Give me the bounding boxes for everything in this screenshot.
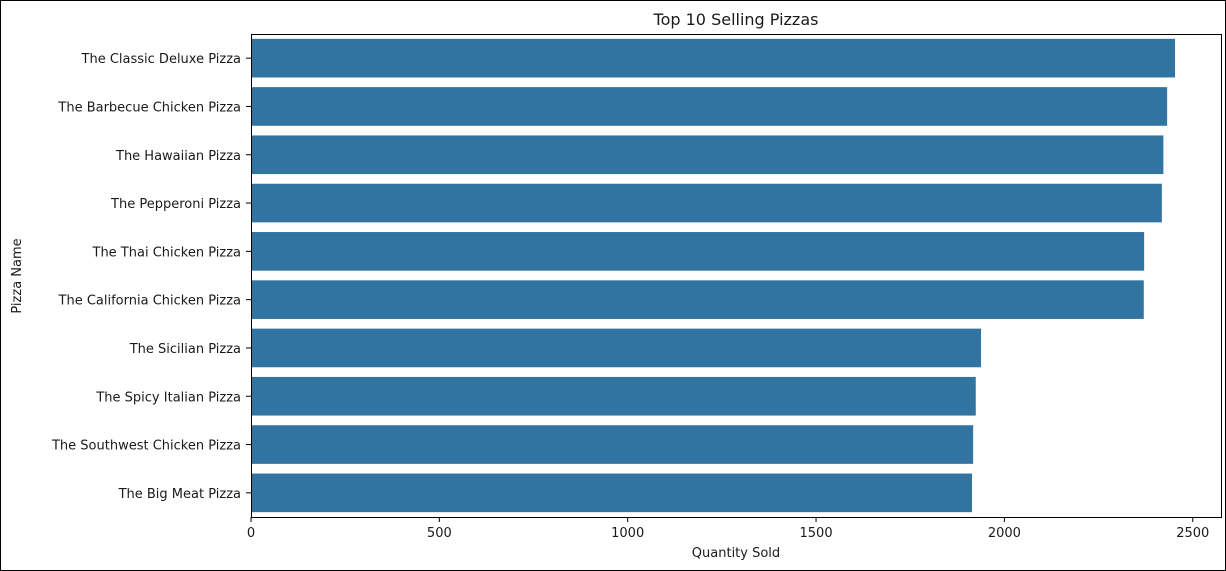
y-tick-label: The Thai Chicken Pizza bbox=[92, 245, 242, 260]
x-ticks-group: 0 500 1000 1500 2000 2500 bbox=[247, 517, 1209, 541]
x-tick-label: 2500 bbox=[1176, 526, 1209, 541]
x-tick-label: 2000 bbox=[988, 526, 1021, 541]
y-tick-label: The Pepperoni Pizza bbox=[110, 197, 241, 212]
bars-group bbox=[251, 38, 1176, 513]
y-tick-label: The Spicy Italian Pizza bbox=[95, 390, 241, 405]
bar-10 bbox=[251, 473, 973, 513]
y-tick-label: The Big Meat Pizza bbox=[118, 487, 241, 502]
bar-6 bbox=[251, 280, 1144, 319]
bar-5 bbox=[251, 232, 1145, 271]
y-tick-label: The Classic Deluxe Pizza bbox=[81, 52, 241, 67]
x-axis-label: Quantity Sold bbox=[692, 546, 780, 561]
y-tick-label: The Barbecue Chicken Pizza bbox=[57, 100, 241, 115]
bar-4 bbox=[251, 183, 1162, 223]
plot-area-border bbox=[251, 34, 1222, 518]
x-tick-label: 0 bbox=[247, 526, 255, 541]
bar-8 bbox=[251, 376, 976, 416]
x-tick-label: 500 bbox=[427, 526, 452, 541]
y-tick-label: The Sicilian Pizza bbox=[129, 342, 241, 357]
y-tick-label: The California Chicken Pizza bbox=[58, 294, 241, 309]
bar-1 bbox=[251, 38, 1176, 78]
y-tick-label: The Hawaiian Pizza bbox=[115, 149, 241, 164]
x-tick-label: 1000 bbox=[611, 526, 644, 541]
y-axis-label: Pizza Name bbox=[10, 238, 25, 313]
chart-title: Top 10 Selling Pizzas bbox=[653, 10, 819, 29]
y-tick-label: The Southwest Chicken Pizza bbox=[51, 439, 241, 454]
x-tick-label: 1500 bbox=[800, 526, 833, 541]
bar-7 bbox=[251, 328, 982, 368]
y-ticks-group: The Classic Deluxe Pizza The Barbecue Chi… bbox=[51, 52, 251, 502]
bar-9 bbox=[251, 425, 974, 464]
bar-3 bbox=[251, 135, 1164, 175]
bar-2 bbox=[251, 87, 1168, 126]
